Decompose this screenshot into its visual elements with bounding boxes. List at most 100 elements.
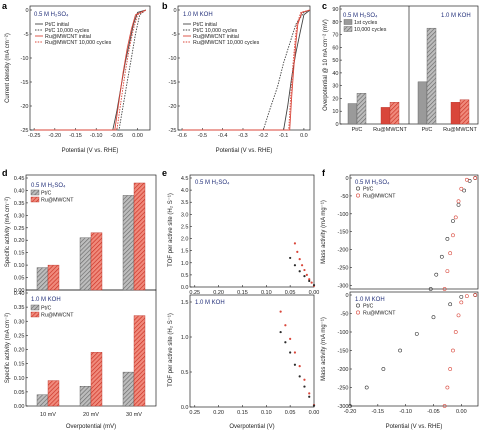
- panel-a-x-tick-label: 0.00: [132, 133, 143, 139]
- panel-e-point: [310, 281, 313, 284]
- panel-b-y-tick-label: -5: [172, 32, 177, 38]
- panel-f-point: [445, 385, 450, 390]
- panel-f-condition-acid: 0.5 M H₂SO₄: [355, 180, 390, 186]
- panel-e-condition-base: 1.0 M KOH: [195, 300, 225, 306]
- panel-b-y-tick-label: -25: [169, 128, 177, 134]
- panel-f-legend-marker: [355, 193, 360, 198]
- panel-f-bottom-frame: [349, 291, 479, 407]
- panel-c-y-tick-label: 50: [332, 58, 338, 64]
- panel-f-bottom-y-tick-label: 0: [345, 293, 348, 299]
- panel-e-top-x-tick-label: 0.25: [189, 290, 200, 296]
- panel-f-bottom-y-tick-label: -200: [337, 367, 348, 373]
- panel-c-category-label: Pt/C: [352, 127, 363, 133]
- panel-c-condition-acid: 0.5 M H₂SO₄: [343, 13, 378, 19]
- panel-f-legend-label: Ru@MWCNT: [363, 194, 396, 200]
- panel-f-point: [448, 302, 453, 307]
- panel-e-condition-acid: 0.5 M H₂SO₄: [195, 180, 230, 186]
- panel-d-bar: [122, 195, 135, 291]
- panel-c-ylabel: Overpotential @ 10 mA cm⁻² (mV): [323, 19, 329, 111]
- panel-a-ylabel: Current density (mA cm⁻²): [5, 33, 11, 103]
- panel-d-bar: [47, 264, 60, 291]
- panel-a-line-2: [34, 9, 147, 131]
- panel-a-line-3: [34, 9, 147, 131]
- panel-d-bar: [90, 232, 103, 291]
- panel-f-legend-label: Pt/C: [363, 304, 373, 310]
- panel-f-legend-label: Ru@MWCNT: [363, 311, 396, 317]
- panel-f-top-y-tick-label: -300: [337, 283, 348, 289]
- panel-f-x-tick-label: -0.15: [372, 409, 385, 415]
- panel-d-legend-label: Pt/C: [41, 191, 51, 197]
- panel-f-point: [445, 236, 450, 241]
- panel-f-point: [451, 348, 455, 353]
- panel-e-point: [284, 324, 287, 327]
- panel-f-point: [414, 331, 419, 336]
- panel-c-condition-base: 1.0 M KOH: [441, 13, 471, 19]
- panel-c-categories: Pt/C Ru@MWCNT Pt/C Ru@MWCNT: [352, 127, 478, 133]
- panel-c-legend-label: 1st cycles: [354, 20, 378, 26]
- panel-d-top-y-tick-label: 0.05: [14, 276, 25, 282]
- panel-e-point: [300, 264, 304, 267]
- panel-d-x-tick-label: 10 mV: [40, 412, 56, 418]
- panel-d-bottom-y-tick-label: 0.00: [14, 404, 25, 410]
- panel-e-bottom-yticks: 0.0 0.5 1.0 1.5: [181, 300, 192, 411]
- panel-f-point: [434, 272, 439, 277]
- panel-d-bar: [79, 386, 92, 407]
- panel-e-top-x-tick-label: 0.10: [261, 290, 272, 296]
- panel-e-top-frame: [189, 174, 315, 288]
- panel-d-bottom-yticks: 0.00 0.05 0.10 0.15 0.20 0.25 0.30 0.35 0.40: [14, 291, 28, 410]
- panel-f-point: [473, 176, 478, 180]
- panel-a-y-tick-label: -25: [21, 128, 29, 134]
- panel-e-top-x-tick-label: 0.00: [309, 290, 320, 296]
- panel-c: 0.5 M H₂SO₄ 1.0 M KOH Overpotential @ 10…: [323, 5, 479, 133]
- panel-a-x-tick-label: -0.15: [69, 133, 82, 139]
- panel-d-ylabel-bottom: Specific activity (mA cm⁻²): [5, 313, 11, 383]
- panel-f-top-y-tick-label: -200: [337, 248, 348, 254]
- panel-e-point: [308, 278, 311, 281]
- panel-d-legend-label: Pt/C: [41, 306, 51, 312]
- panel-b-y-tick-label: -15: [169, 80, 177, 86]
- panel-c-y-tick-label: 60: [332, 45, 338, 51]
- panel-e-point: [298, 365, 301, 368]
- panel-f-point: [451, 219, 455, 223]
- panel-e-top-y-tick-label: 2.5: [181, 224, 189, 230]
- panel-d-top-y-tick-label: 0.40: [14, 188, 25, 194]
- panel-e-bottom-x-tick-label: 0.00: [309, 410, 320, 416]
- panel-f-point: [442, 287, 447, 291]
- panel-f-x-tick-label: -0.20: [344, 409, 357, 415]
- panel-f-point: [448, 251, 453, 256]
- panel-e: 0.5 M H₂SO₄ 1.0 M KOH TOF per active sit…: [168, 174, 320, 430]
- panel-e-top-y-tick-label: 4.5: [181, 176, 189, 182]
- panel-d-xlabel: Overpotential (mV): [66, 424, 116, 430]
- panel-e-point: [308, 395, 311, 398]
- panel-d-bottom-y-tick-label: 0.30: [14, 319, 25, 325]
- panel-d-top-y-tick-label: 0.00: [14, 288, 25, 294]
- panel-f-point: [448, 367, 453, 371]
- panel-d-legend-swatch: [30, 189, 40, 196]
- panel-d-top-y-tick-label: 0.15: [14, 251, 25, 257]
- panel-b-line-2: [182, 9, 311, 131]
- panel-b-y-tick-label: -20: [169, 104, 177, 110]
- panel-e-top-y-tick-label: 2.0: [181, 237, 189, 243]
- panel-d-top-y-tick-label: 0.10: [14, 263, 25, 269]
- panel-f-point: [462, 188, 466, 193]
- panel-f-point: [459, 186, 464, 191]
- panel-c-bar: [347, 103, 358, 125]
- panel-f-top-y-tick-label: -150: [337, 230, 348, 236]
- panel-e-point: [279, 330, 282, 334]
- panel-c-y-tick-label: 20: [332, 96, 338, 102]
- panel-e-xlabel: Overpotential (V): [229, 424, 274, 430]
- panel-f-bottom-y-tick-label: -150: [337, 349, 348, 355]
- panel-f-point: [445, 269, 450, 273]
- panel-f-x-tick-label: -0.10: [399, 409, 412, 415]
- panel-c-label: c: [322, 1, 327, 11]
- panel-f-x-tick-label: 0.00: [456, 409, 467, 415]
- panel-b-x-tick-label: 0.0: [300, 133, 308, 139]
- panel-f-top-y-tick-label: -250: [337, 266, 348, 272]
- panel-f-bottom-y-tick-label: -50: [341, 312, 349, 318]
- panel-e-point: [284, 341, 287, 344]
- panel-e-point: [293, 363, 297, 366]
- panel-e-label: e: [162, 168, 167, 178]
